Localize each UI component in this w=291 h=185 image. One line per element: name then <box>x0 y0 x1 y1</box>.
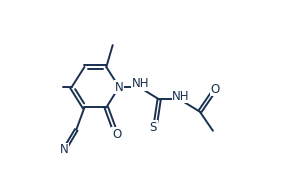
Text: S: S <box>150 121 157 134</box>
Text: N: N <box>115 80 123 94</box>
Text: O: O <box>210 83 220 96</box>
Text: NH: NH <box>172 90 190 103</box>
Text: O: O <box>112 128 121 141</box>
Text: N: N <box>59 143 68 156</box>
Text: NH: NH <box>132 77 150 90</box>
